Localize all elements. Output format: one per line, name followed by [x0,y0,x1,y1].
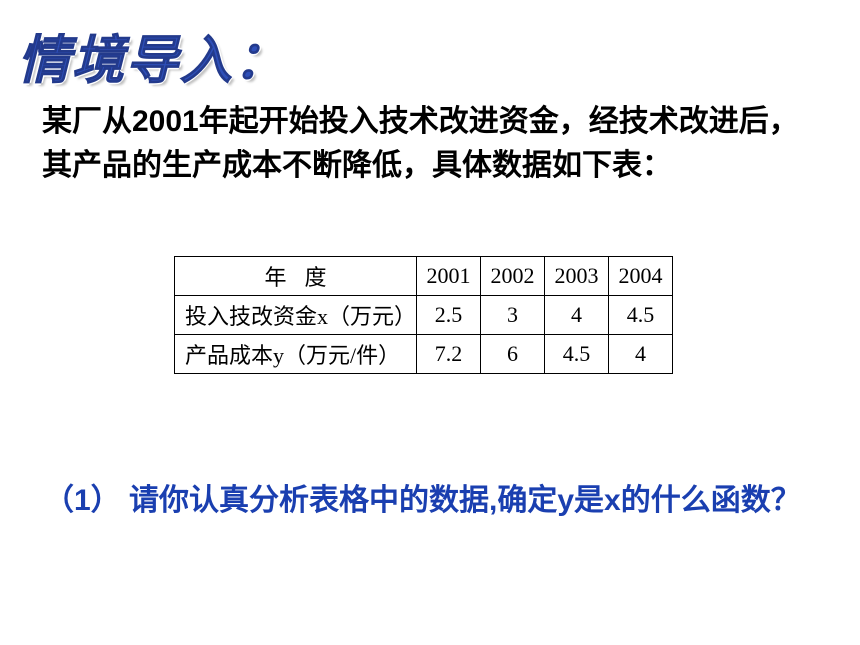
table-row: 投入技改资金x（万元） 2.5 3 4 4.5 [175,296,673,335]
data-cell: 4 [609,335,673,374]
table-row: 年度 2001 2002 2003 2004 [175,257,673,296]
row-label: 产品成本y（万元/件） [175,335,417,374]
data-table: 年度 2001 2002 2003 2004 投入技改资金x（万元） 2.5 3… [174,256,673,374]
body-paragraph: 某厂从2001年起开始投入技术改进资金，经技术改进后，其产品的生产成本不断降低，… [42,100,822,187]
slide-title: 情境导入： [18,18,288,93]
year-cell: 2003 [545,257,609,296]
year-cell: 2001 [417,257,481,296]
data-cell: 4.5 [609,296,673,335]
data-cell: 7.2 [417,335,481,374]
data-cell: 2.5 [417,296,481,335]
data-cell: 3 [481,296,545,335]
table-row: 产品成本y（万元/件） 7.2 6 4.5 4 [175,335,673,374]
data-cell: 4 [545,296,609,335]
question-text: （1） 请你认真分析表格中的数据,确定y是x的什么函数？ [44,478,824,523]
row-label: 投入技改资金x（万元） [175,296,417,335]
year-cell: 2004 [609,257,673,296]
data-cell: 6 [481,335,545,374]
year-header-label: 年度 [175,257,417,296]
data-cell: 4.5 [545,335,609,374]
year-cell: 2002 [481,257,545,296]
